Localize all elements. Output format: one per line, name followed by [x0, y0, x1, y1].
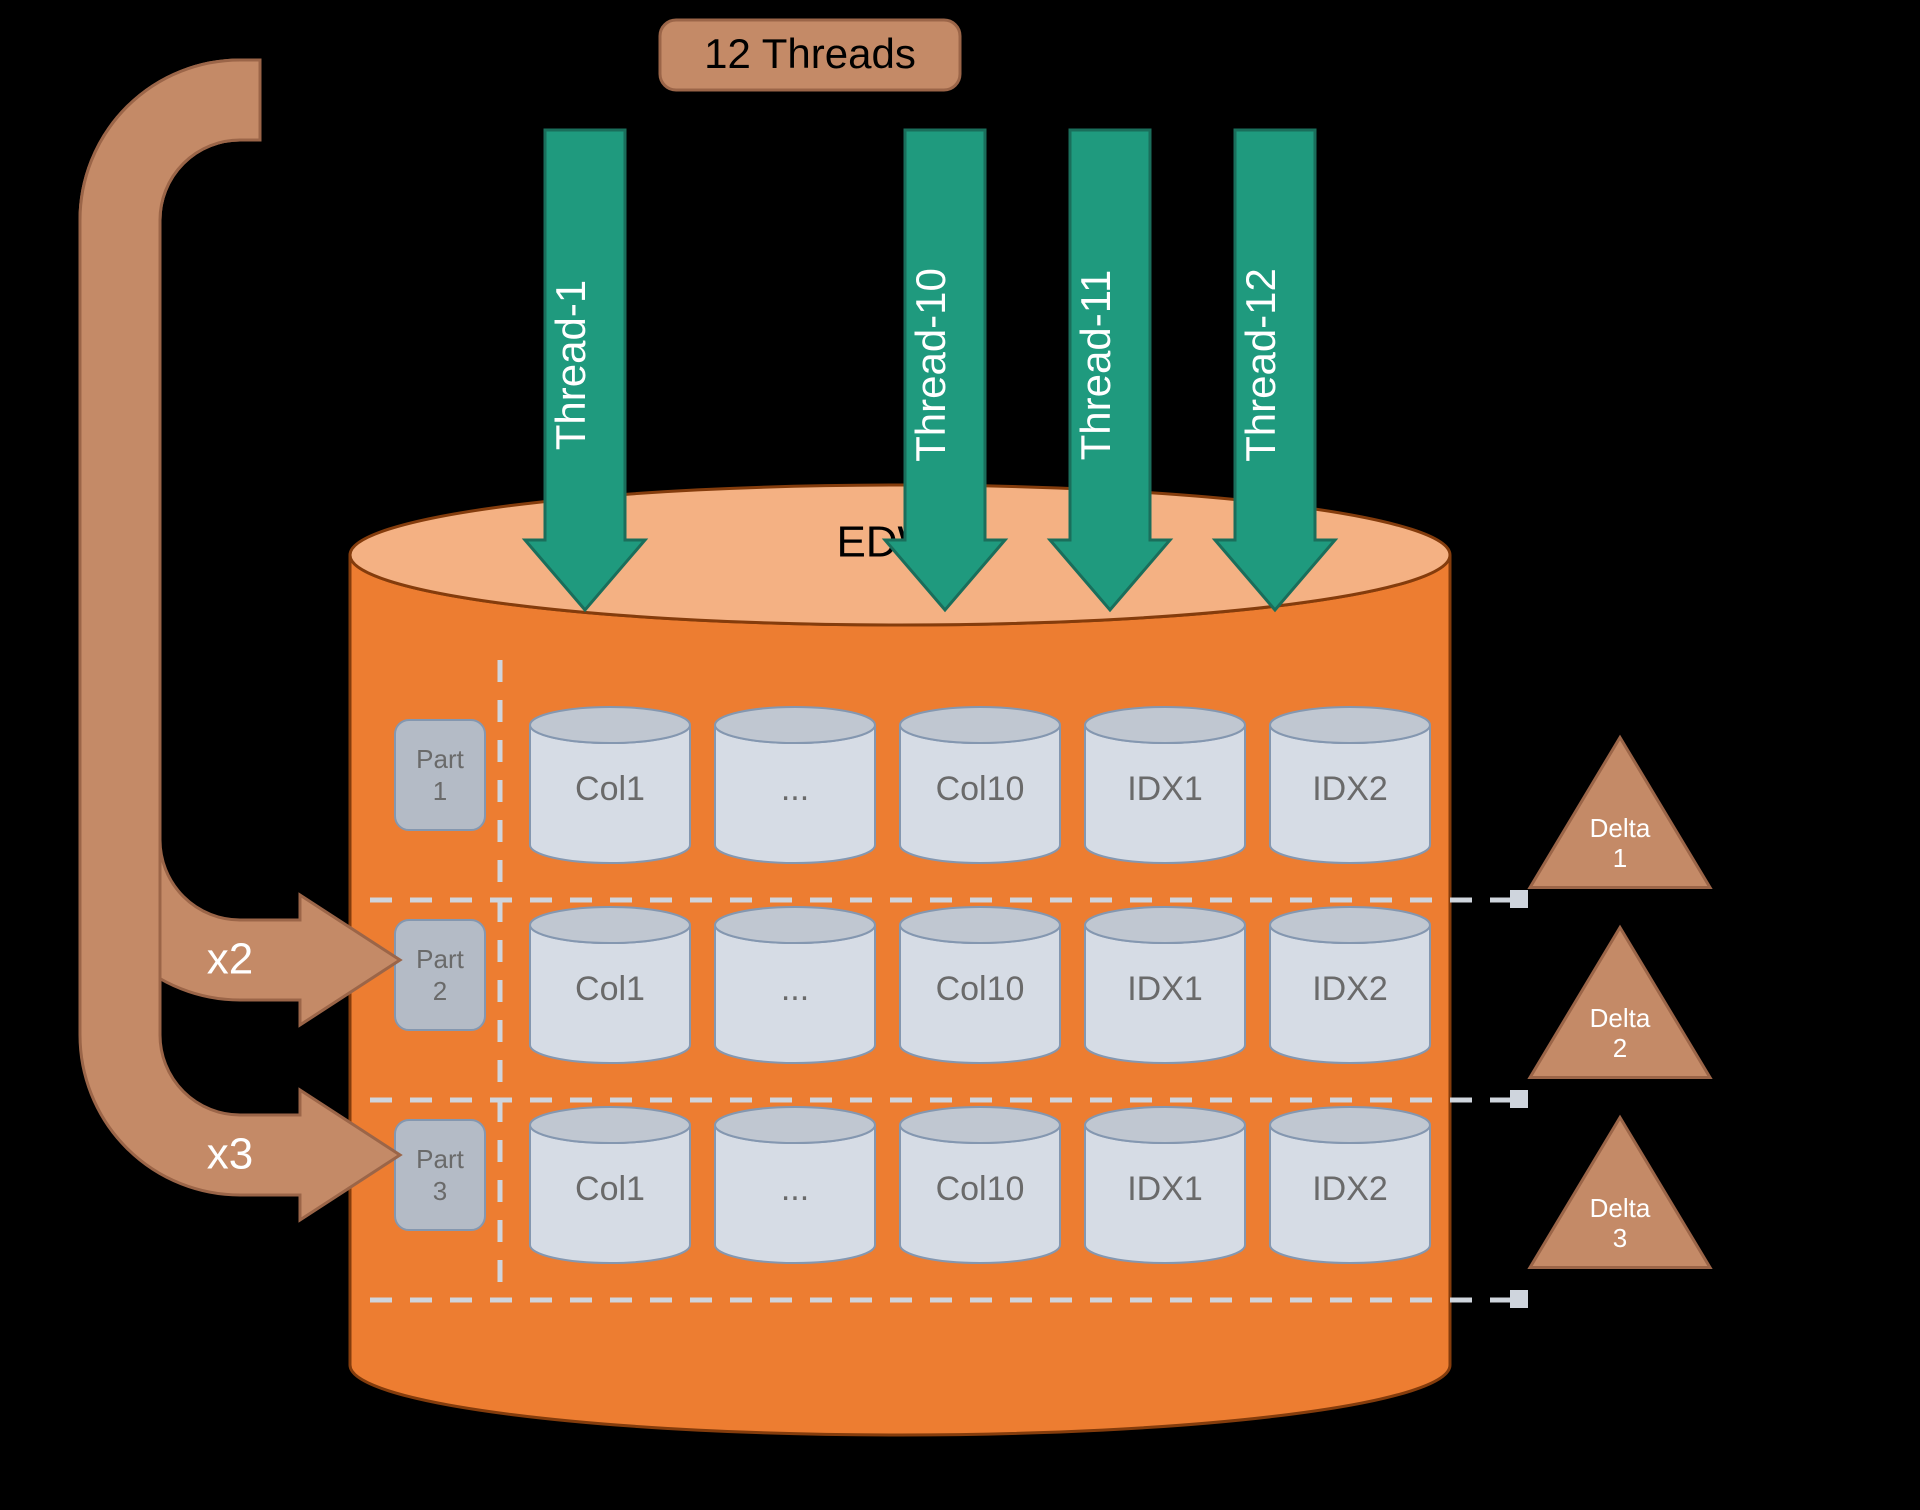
column-cylinder-1-4: IDX1: [1085, 707, 1245, 863]
column-label: IDX1: [1127, 770, 1203, 808]
column-cylinder-2-4: IDX1: [1085, 907, 1245, 1063]
column-cylinder-3-2: ...: [715, 1107, 875, 1263]
thread-label: Thread-11: [1072, 270, 1119, 461]
part-label-line2: 1: [433, 776, 447, 806]
part-label-line2: 3: [433, 1176, 447, 1206]
partition-row-3: Part3 Col1... Col10 IDX1 IDX2: [395, 1107, 1430, 1263]
column-label: ...: [781, 970, 809, 1008]
column-label: IDX2: [1312, 1170, 1388, 1208]
thread-label: Thread-10: [907, 268, 954, 462]
column-label: ...: [781, 1170, 809, 1208]
column-label: IDX1: [1127, 970, 1203, 1008]
column-label: ...: [781, 770, 809, 808]
column-cylinder-1-1: Col1: [530, 707, 690, 863]
delta-triangle-2: Delta2: [1530, 928, 1710, 1078]
divider-endcap: [1510, 1090, 1528, 1108]
column-cylinder-3-1: Col1: [530, 1107, 690, 1263]
multiplier-label: x3: [207, 1130, 253, 1179]
part-label-line1: Part: [416, 1144, 464, 1174]
partition-row-1: Part1 Col1... Col10 IDX1 IDX2: [395, 707, 1430, 863]
delta-label-line2: 2: [1613, 1033, 1627, 1063]
multiplier-label: x2: [207, 935, 253, 984]
column-cylinder-2-1: Col1: [530, 907, 690, 1063]
divider-endcap: [1510, 1290, 1528, 1308]
delta-label-line1: Delta: [1590, 1193, 1651, 1223]
column-label: Col10: [936, 970, 1025, 1008]
column-cylinder-3-4: IDX1: [1085, 1107, 1245, 1263]
part-label-line1: Part: [416, 744, 464, 774]
column-cylinder-2-5: IDX2: [1270, 907, 1430, 1063]
delta-label-line2: 3: [1613, 1223, 1627, 1253]
column-label: Col10: [936, 1170, 1025, 1208]
column-label: Col1: [575, 1170, 645, 1208]
column-label: IDX1: [1127, 1170, 1203, 1208]
thread-label: Thread-1: [547, 280, 594, 450]
threads-badge: 12 Threads: [660, 20, 960, 90]
column-cylinder-3-5: IDX2: [1270, 1107, 1430, 1263]
partition-row-2: Part2 Col1... Col10 IDX1 IDX2: [395, 907, 1430, 1063]
column-label: IDX2: [1312, 770, 1388, 808]
column-cylinder-1-3: Col10: [900, 707, 1060, 863]
part-label-line1: Part: [416, 944, 464, 974]
column-label: Col1: [575, 970, 645, 1008]
delta-triangle-3: Delta3: [1530, 1118, 1710, 1268]
column-cylinder-3-3: Col10: [900, 1107, 1060, 1263]
threads-badge-label: 12 Threads: [704, 30, 916, 77]
divider-endcap: [1510, 890, 1528, 908]
column-label: Col1: [575, 770, 645, 808]
thread-label: Thread-12: [1237, 268, 1284, 462]
column-cylinder-1-5: IDX2: [1270, 707, 1430, 863]
delta-triangle-1: Delta1: [1530, 738, 1710, 888]
column-label: Col10: [936, 770, 1025, 808]
delta-label-line2: 1: [1613, 843, 1627, 873]
column-cylinder-2-2: ...: [715, 907, 875, 1063]
delta-label-line1: Delta: [1590, 1003, 1651, 1033]
column-label: IDX2: [1312, 970, 1388, 1008]
column-cylinder-1-2: ...: [715, 707, 875, 863]
delta-label-line1: Delta: [1590, 813, 1651, 843]
part-label-line2: 2: [433, 976, 447, 1006]
column-cylinder-2-3: Col10: [900, 907, 1060, 1063]
